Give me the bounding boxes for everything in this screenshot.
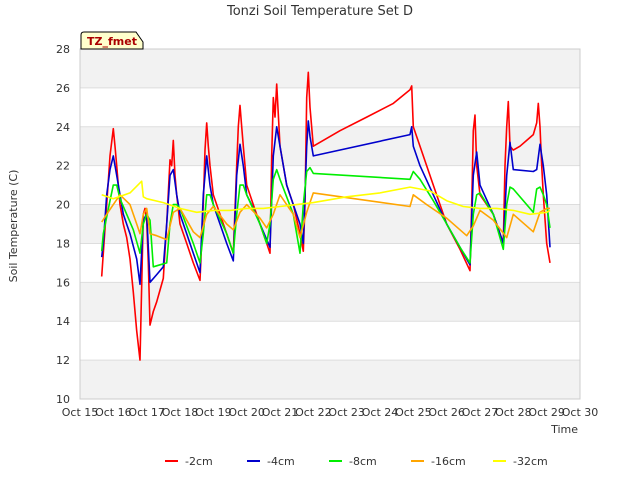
y-tick-label: 14 <box>56 315 70 328</box>
y-tick-label: 28 <box>56 43 70 56</box>
band-26-28 <box>80 49 580 88</box>
x-tick-label: Oct 16 <box>95 406 132 419</box>
x-tick-label: Oct 24 <box>362 406 399 419</box>
y-tick-label: 24 <box>56 121 70 134</box>
x-tick-label: Oct 17 <box>128 406 165 419</box>
band-24-26 <box>80 87 580 127</box>
y-tick-label: 20 <box>56 199 70 212</box>
legend-label: -4cm <box>267 455 295 468</box>
data-series <box>100 71 551 361</box>
x-tick-label: Oct 27 <box>462 406 499 419</box>
y-tick-label: 16 <box>56 276 70 289</box>
y-tick-label: 10 <box>56 393 70 406</box>
legend: -2cm -4cm -8cm -16cm -32cm <box>165 455 548 468</box>
x-tick-label: Oct 15 <box>62 406 99 419</box>
x-tick-label: Oct 20 <box>228 406 265 419</box>
x-tick-label: Oct 26 <box>428 406 465 419</box>
legend-label: -8cm <box>349 455 377 468</box>
x-tick-label: Oct 21 <box>262 406 299 419</box>
chart-title: Tonzi Soil Temperature Set D <box>226 4 413 19</box>
band-10-12 <box>80 360 580 399</box>
y-tick-label: 22 <box>56 160 70 173</box>
x-tick-label: Oct 22 <box>295 406 332 419</box>
y-tick-label: 18 <box>56 237 70 250</box>
band-14-16 <box>80 282 580 322</box>
plot-area <box>79 48 581 400</box>
x-tick-label: Oct 25 <box>395 406 432 419</box>
y-axis-label: Soil Temperature (C) <box>7 170 20 283</box>
y-tick-label: 12 <box>56 354 70 367</box>
badge-box <box>80 31 144 50</box>
x-tick-label: Oct 30 <box>562 406 599 419</box>
series-line-minus-32cm <box>101 180 551 216</box>
badge-label: TZ_fmet <box>87 35 137 48</box>
x-tick-label: Oct 29 <box>528 406 565 419</box>
x-tick-label: Oct 28 <box>495 406 532 419</box>
band-22-24 <box>80 126 580 166</box>
legend-label: -32cm <box>513 455 548 468</box>
legend-label: -16cm <box>431 455 466 468</box>
station-badge: TZ_fmet <box>80 31 144 50</box>
y-axis-ticks: 10 12 14 16 18 20 22 24 26 28 <box>56 43 70 406</box>
legend-label: -2cm <box>185 455 213 468</box>
x-axis-label: Time <box>550 423 578 436</box>
band-20-22 <box>80 165 580 205</box>
x-tick-label: Oct 18 <box>162 406 199 419</box>
series-line-minus-16cm <box>101 192 550 241</box>
plot-background-bands <box>80 49 580 399</box>
x-tick-label: Oct 23 <box>328 406 365 419</box>
y-tick-label: 26 <box>56 82 70 95</box>
band-12-14 <box>80 321 580 361</box>
x-tick-label: Oct 19 <box>195 406 232 419</box>
